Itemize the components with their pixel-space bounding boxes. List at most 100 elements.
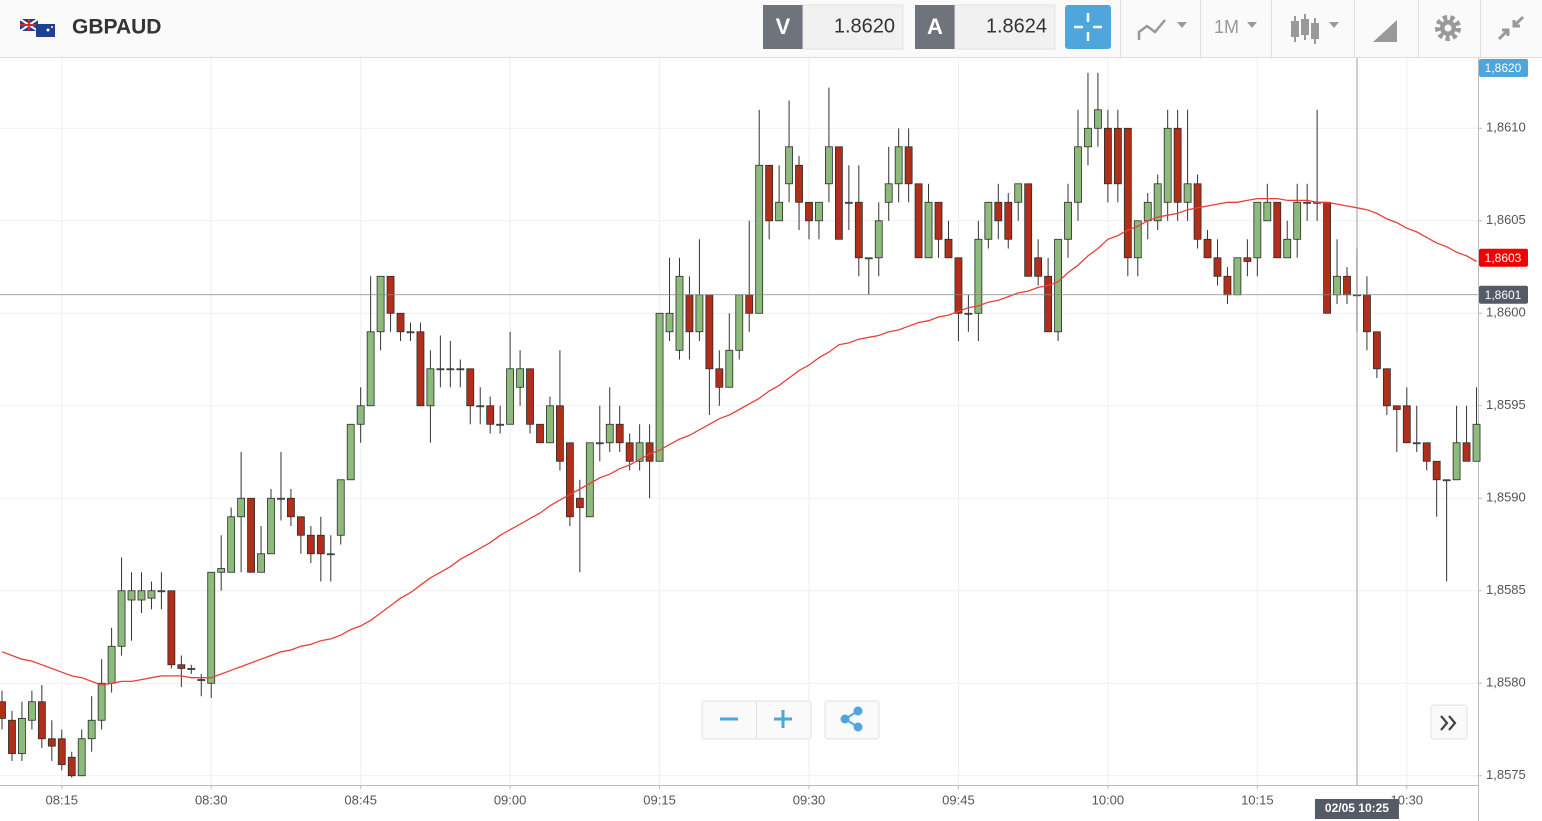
crosshair-button[interactable]: [1065, 5, 1111, 49]
candle-body: [874, 220, 883, 259]
zoom-in[interactable]: [774, 710, 792, 728]
axis-band: [1478, 58, 1542, 785]
candle-body: [725, 349, 734, 388]
candle-body: [436, 368, 445, 371]
x-tick-label: 09:00: [494, 792, 527, 807]
candle-body: [1392, 405, 1401, 410]
candle-body: [1343, 275, 1351, 296]
candle-body: [18, 718, 26, 754]
candle-body: [257, 553, 265, 573]
candle-body: [247, 497, 255, 573]
candle-body: [1044, 275, 1053, 333]
candle-body: [954, 257, 963, 314]
ask-box: [954, 4, 1056, 50]
y-tick-label: 1,8585: [1486, 582, 1526, 597]
bid-label: V: [776, 14, 791, 39]
ask-button[interactable]: [915, 5, 955, 49]
candle-body: [1024, 183, 1033, 277]
candle-body: [1163, 127, 1172, 203]
candle-body: [834, 146, 843, 240]
candle-body: [416, 331, 425, 407]
scroll-end-icon: [1440, 715, 1457, 731]
candle-body: [1094, 109, 1102, 129]
candle-body: [536, 423, 544, 444]
price-marker-label: 1,8620: [1485, 61, 1522, 75]
candle-body: [107, 645, 116, 684]
candle-body: [446, 368, 455, 371]
candle-body: [1422, 442, 1431, 462]
candle-body: [1283, 238, 1292, 259]
candle-body: [1472, 423, 1481, 462]
candle-body: [894, 146, 903, 185]
drawing-tools[interactable]: [1373, 20, 1397, 42]
candle-body: [306, 534, 315, 555]
candle-body: [277, 497, 285, 500]
candle-body: [595, 442, 604, 445]
zoom-controls: [701, 700, 1468, 740]
candle-body: [77, 738, 86, 777]
candle-body: [426, 368, 435, 407]
candle-body: [844, 201, 853, 204]
candle-body: [605, 423, 614, 444]
candle-body: [1432, 460, 1441, 481]
x-tick-label: 09:15: [643, 792, 676, 807]
candle-body: [705, 294, 714, 370]
candle-body: [765, 164, 774, 222]
candle-body: [316, 534, 325, 555]
timeframe[interactable]: 1M: [1214, 17, 1239, 37]
y-tick-label: 1,8595: [1486, 397, 1526, 412]
y-tick-label: 1,8580: [1486, 675, 1526, 690]
share-button[interactable]: [824, 700, 880, 740]
candle-body: [795, 164, 803, 203]
candle-body: [1034, 257, 1043, 277]
candle-body: [984, 201, 993, 240]
bid-button[interactable]: [763, 5, 803, 49]
candle-body: [356, 405, 365, 425]
candle-body: [137, 590, 146, 601]
candle-body: [1103, 127, 1112, 185]
y-tick-label: 1,8600: [1486, 305, 1526, 320]
candle-body: [476, 405, 485, 408]
scroll-end-button[interactable]: [1430, 704, 1468, 740]
symbol: GBPAUD: [72, 16, 161, 39]
timeframe-caret: [1247, 22, 1257, 28]
candle-body: [775, 201, 784, 222]
candle-body: [87, 719, 96, 740]
candle-body: [1273, 201, 1282, 259]
candle-body: [1123, 127, 1132, 259]
candle-body: [1084, 127, 1092, 148]
candle-body: [1143, 201, 1152, 222]
candle-body: [685, 294, 694, 333]
candle-body: [675, 275, 684, 351]
candle-body: [526, 368, 534, 425]
collapse-button[interactable]: [1497, 15, 1525, 41]
candle-body: [546, 405, 554, 444]
candle-body: [167, 590, 176, 666]
candle-body: [755, 164, 764, 314]
candle-body: [994, 201, 1003, 222]
candle-body: [964, 312, 973, 315]
candle-body: [1462, 442, 1471, 462]
ask-price: 1.8624: [986, 15, 1047, 37]
candle-body: [406, 331, 415, 334]
candle-body: [1412, 442, 1421, 445]
candle-body: [565, 442, 574, 518]
settings-button[interactable]: [1435, 15, 1461, 41]
candle-body: [944, 238, 953, 259]
candle-body: [556, 405, 564, 462]
indicator-menu[interactable]: [1137, 19, 1187, 40]
candle-body: [1233, 257, 1242, 296]
x-tick-label: 08:15: [46, 792, 79, 807]
candle-body: [197, 679, 206, 681]
candle-body: [1054, 238, 1062, 333]
candle-body: [1372, 331, 1381, 370]
candle-body: [1303, 201, 1312, 204]
chart-type-menu[interactable]: [1291, 14, 1339, 44]
candle-body: [974, 238, 983, 314]
ask-label: A: [927, 14, 943, 39]
candle-body: [745, 294, 754, 314]
candle-body: [157, 590, 166, 593]
candle-body: [655, 312, 664, 462]
candle-body: [0, 701, 6, 719]
